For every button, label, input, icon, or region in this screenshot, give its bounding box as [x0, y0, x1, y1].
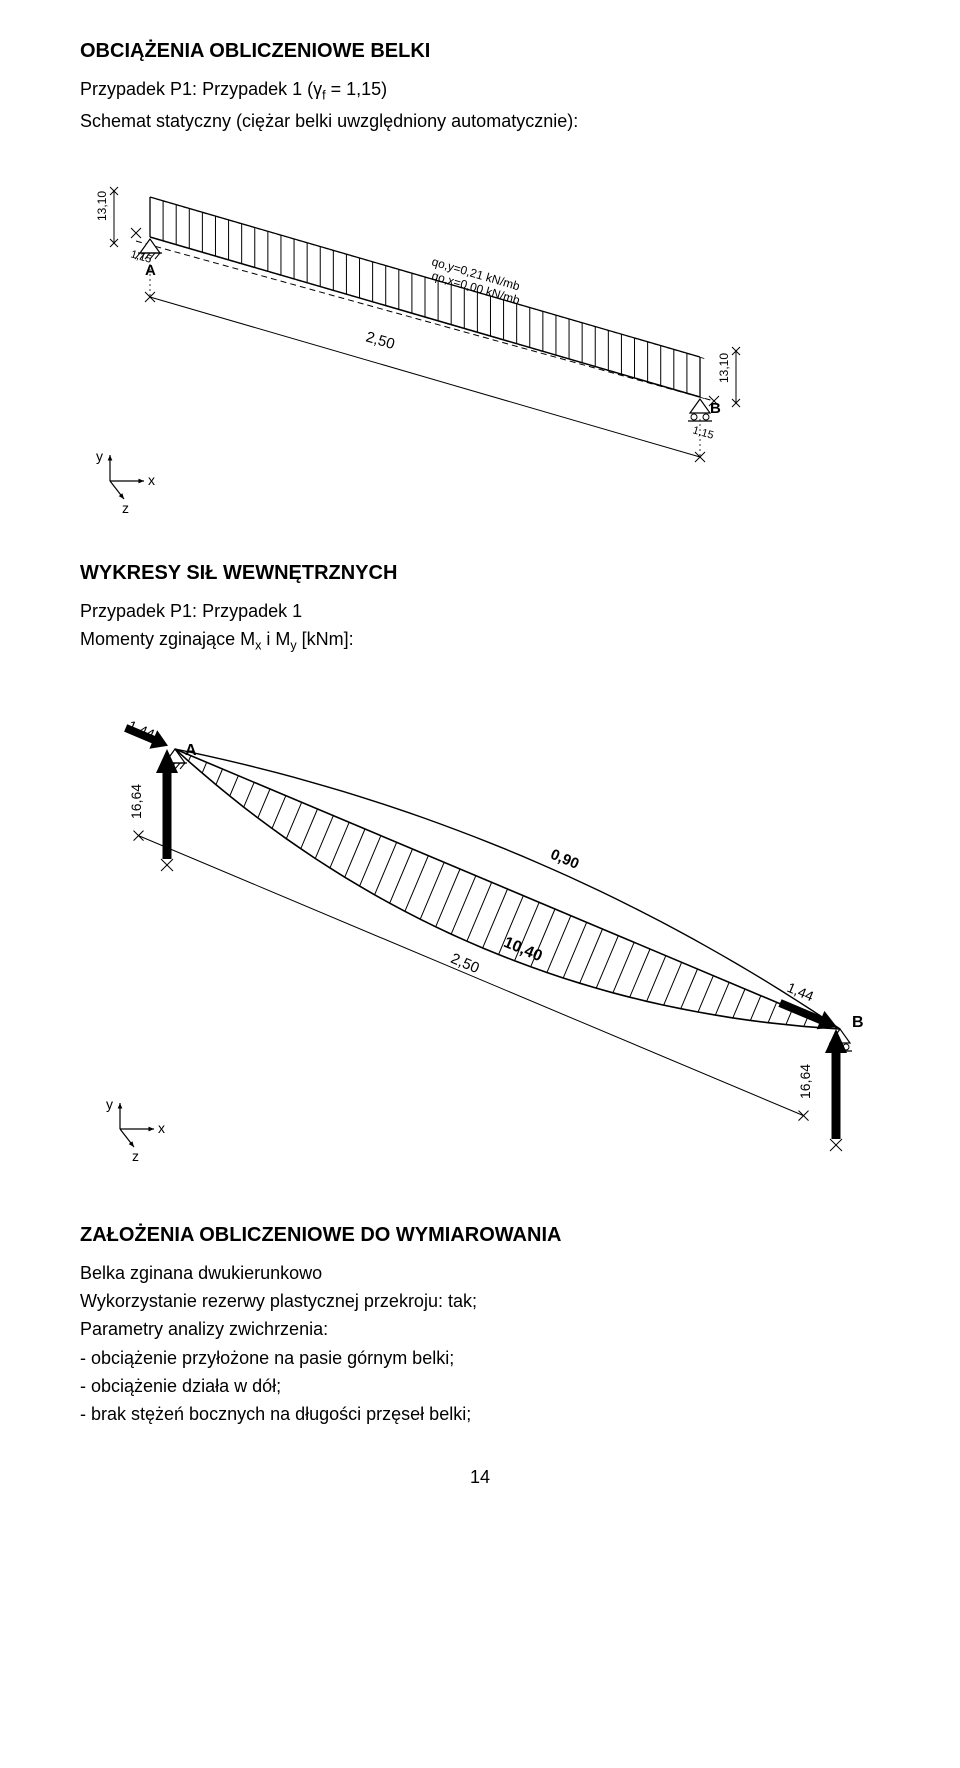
loads-section: OBCIĄŻENIA OBLICZENIOWE BELKI Przypadek …: [80, 40, 880, 522]
svg-text:10,40: 10,40: [501, 934, 545, 965]
svg-text:16,64: 16,64: [128, 784, 144, 819]
svg-text:z: z: [132, 1148, 139, 1164]
loads-heading: OBCIĄŻENIA OBLICZENIOWE BELKI: [80, 40, 880, 63]
svg-text:1,44: 1,44: [785, 979, 817, 1004]
assumption-line: Belka zginana dwukierunkowo: [80, 1261, 880, 1285]
svg-text:x: x: [148, 472, 155, 488]
svg-text:16,64: 16,64: [797, 1064, 813, 1099]
forces-case-line: Przypadek P1: Przypadek 1: [80, 599, 880, 623]
svg-text:y: y: [96, 448, 103, 464]
page-number: 14: [80, 1467, 880, 1488]
assumptions-section: ZAŁOŻENIA OBLICZENIOWE DO WYMIAROWANIA B…: [80, 1224, 880, 1427]
moment-diagram: AB16,6416,641,441,440,9010,402,50yxz: [80, 659, 880, 1179]
svg-text:z: z: [122, 500, 129, 516]
assumption-line: Wykorzystanie rezerwy plastycznej przekr…: [80, 1289, 880, 1313]
forces-moment-suffix: [kNm]:: [297, 629, 354, 649]
svg-text:1,15: 1,15: [691, 424, 715, 442]
assumptions-heading: ZAŁOŻENIA OBLICZENIOWE DO WYMIAROWANIA: [80, 1224, 880, 1247]
forces-heading: WYKRESY SIŁ WEWNĘTRZNYCH: [80, 562, 880, 585]
svg-text:13,10: 13,10: [717, 353, 731, 383]
loads-case-line: Przypadek P1: Przypadek 1 (γf = 1,15): [80, 77, 880, 105]
assumption-line: Parametry analizy zwichrzenia:: [80, 1317, 880, 1341]
svg-text:13,10: 13,10: [95, 191, 109, 221]
assumptions-lines: Belka zginana dwukierunkowo Wykorzystanie…: [80, 1261, 880, 1427]
assumption-line: - brak stężeń bocznych na długości przęs…: [80, 1402, 880, 1426]
forces-moment-line: Momenty zginające Mx i My [kNm]:: [80, 627, 880, 655]
forces-moment-mid: i M: [261, 629, 290, 649]
svg-text:x: x: [158, 1120, 165, 1136]
loads-scheme-line: Schemat statyczny (ciężar belki uwzględn…: [80, 109, 880, 133]
svg-text:B: B: [852, 1014, 864, 1031]
assumption-line: - obciążenie przyłożone na pasie górnym …: [80, 1346, 880, 1370]
forces-moment-prefix: Momenty zginające M: [80, 629, 255, 649]
loads-diagram: AB2,5013,1013,101,151,15qo,y=0,21 kN/mbq…: [80, 137, 880, 517]
assumption-line: - obciążenie działa w dół;: [80, 1374, 880, 1398]
page: OBCIĄŻENIA OBLICZENIOWE BELKI Przypadek …: [0, 0, 960, 1528]
loads-diagram-wrap: AB2,5013,1013,101,151,15qo,y=0,21 kN/mbq…: [80, 137, 880, 522]
svg-text:y: y: [106, 1096, 113, 1112]
forces-section: WYKRESY SIŁ WEWNĘTRZNYCH Przypadek P1: P…: [80, 562, 880, 1184]
svg-text:2,50: 2,50: [364, 328, 397, 352]
moment-diagram-wrap: AB16,6416,641,441,440,9010,402,50yxz: [80, 659, 880, 1184]
loads-case-suffix: = 1,15): [326, 79, 388, 99]
loads-case-prefix: Przypadek P1: Przypadek 1 (γ: [80, 79, 322, 99]
